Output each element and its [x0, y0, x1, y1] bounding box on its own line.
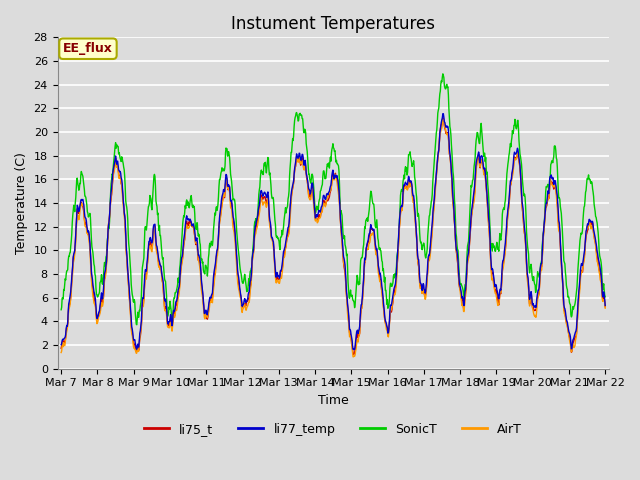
- X-axis label: Time: Time: [318, 394, 349, 407]
- Y-axis label: Temperature (C): Temperature (C): [15, 152, 28, 254]
- Legend: li75_t, li77_temp, SonicT, AirT: li75_t, li77_temp, SonicT, AirT: [140, 418, 527, 441]
- Text: EE_flux: EE_flux: [63, 42, 113, 55]
- Title: Instument Temperatures: Instument Temperatures: [231, 15, 435, 33]
